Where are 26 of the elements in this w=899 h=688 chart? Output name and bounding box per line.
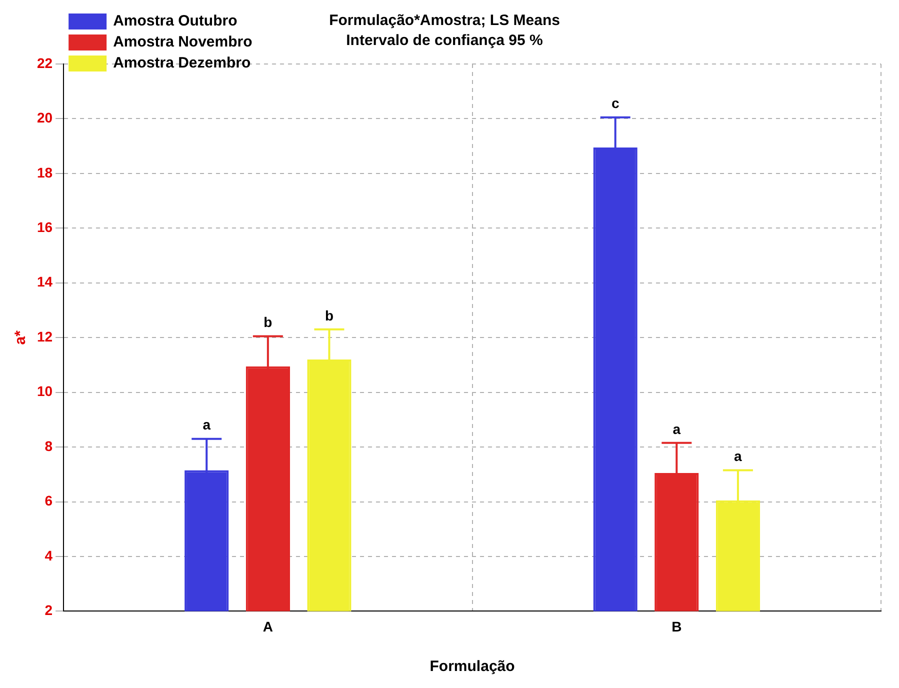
y-tick-label: 16 <box>36 219 53 236</box>
y-axis-title: a* <box>12 330 30 345</box>
y-tick-label: 18 <box>36 164 53 180</box>
chart-title: Formulação*Amostra; LS Means <box>329 12 560 30</box>
y-tick-label: 20 <box>36 110 53 126</box>
y-tick-label: 22 <box>36 54 53 71</box>
data-label: a <box>734 448 742 464</box>
x-axis-title: Formulação <box>430 658 515 676</box>
data-label: a <box>672 420 681 437</box>
y-tick-label: 4 <box>44 547 53 564</box>
data-label: c <box>611 95 620 112</box>
y-tick-label: 6 <box>44 492 53 509</box>
x-tick-label: B <box>672 618 682 634</box>
data-label: b <box>264 314 272 330</box>
x-tick-label: A <box>262 618 273 634</box>
chart-subtitle: Intervalo de confiança 95 % <box>346 32 543 50</box>
y-tick-label: 10 <box>36 383 53 400</box>
y-tick-label: 12 <box>36 328 53 344</box>
data-label: b <box>324 307 334 324</box>
legend-label: Amostra Dezembro <box>113 54 251 72</box>
legend-label: Amostra Novembro <box>113 34 252 51</box>
y-tick-label: 14 <box>36 274 53 290</box>
data-label: a <box>202 416 211 433</box>
legend-label: Amostra Outubro <box>113 12 238 30</box>
y-tick-label: 8 <box>44 438 53 454</box>
y-tick-label: 2 <box>44 602 53 618</box>
